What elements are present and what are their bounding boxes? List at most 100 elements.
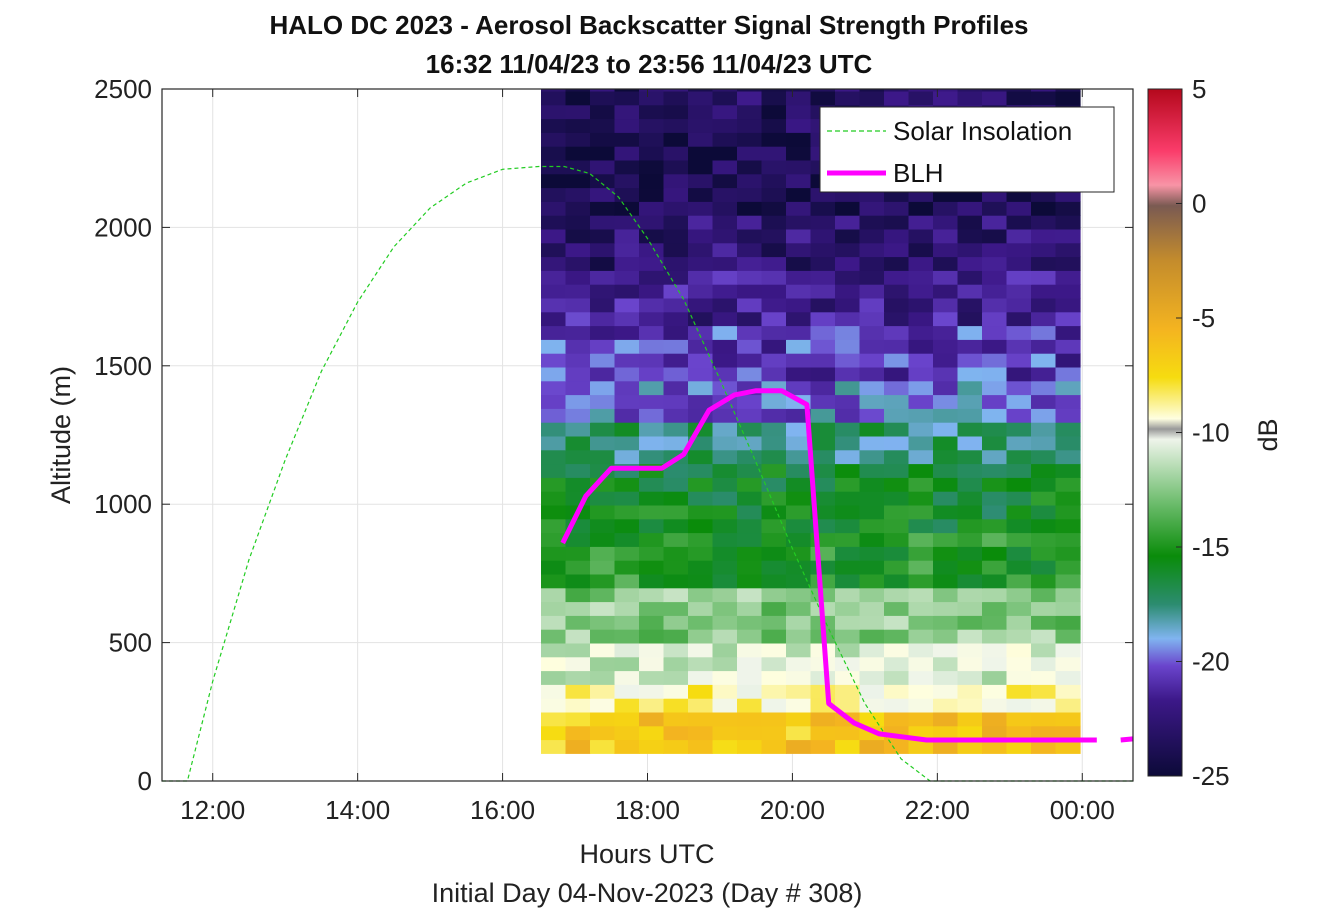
chart-title: HALO DC 2023 - Aerosol Backscatter Signa… (269, 10, 1028, 40)
heatmap-cell (786, 256, 812, 271)
heatmap-cell (663, 463, 689, 478)
heatmap-cell (565, 89, 591, 92)
heatmap-cell (639, 146, 665, 161)
heatmap-cell (565, 477, 591, 492)
heatmap-cell (590, 228, 616, 244)
heatmap-cell (982, 242, 1008, 258)
heatmap-cell (1031, 311, 1057, 327)
heatmap-cell (933, 684, 959, 699)
heatmap-cell (688, 297, 714, 313)
colorbar-tick-label: -20 (1192, 647, 1230, 677)
heatmap-cell (688, 159, 714, 175)
heatmap-cell (614, 642, 640, 658)
heatmap-cell (712, 463, 738, 478)
heatmap-cell (884, 325, 910, 340)
heatmap-cell (933, 353, 959, 368)
heatmap-cell (639, 546, 665, 561)
heatmap-cell (1006, 228, 1032, 244)
heatmap-cell (810, 670, 836, 685)
heatmap-cell (786, 339, 812, 354)
series-group (162, 165, 1134, 782)
heatmap-cell (688, 89, 714, 92)
heatmap-cell (957, 284, 983, 299)
heatmap-cell (663, 573, 689, 589)
heatmap-cell (565, 394, 591, 409)
heatmap-cell (835, 491, 861, 506)
heatmap-cell (835, 380, 861, 396)
heatmap-cell (712, 146, 738, 161)
heatmap-cell (614, 725, 640, 741)
heatmap-cell (884, 532, 910, 547)
heatmap-cell (1031, 573, 1057, 589)
heatmap-cell (541, 201, 567, 216)
heatmap-cell (786, 118, 812, 133)
heatmap-cell (663, 435, 689, 451)
heatmap-cell (1055, 89, 1081, 92)
heatmap-cell (859, 201, 885, 216)
heatmap-cell (1031, 242, 1057, 258)
heatmap-cell (810, 408, 836, 423)
heatmap-cell (565, 187, 591, 202)
heatmap-cell (786, 159, 812, 175)
heatmap-cell (614, 560, 640, 575)
heatmap-cell (541, 173, 567, 189)
y-axis-ticks: 0 500 1000 1500 2000 2500 (94, 74, 1133, 796)
heatmap-cell (957, 201, 983, 216)
heatmap-cell (590, 615, 616, 630)
heatmap-cell (565, 325, 591, 340)
heatmap-cell (663, 408, 689, 423)
heatmap-cell (1006, 311, 1032, 327)
heatmap-cell (712, 270, 738, 285)
heatmap-cell (810, 711, 836, 727)
heatmap-cell (712, 449, 738, 465)
heatmap-cell (590, 146, 616, 161)
heatmap-cell (737, 684, 763, 699)
heatmap-cell (541, 89, 567, 92)
heatmap-cell (712, 587, 738, 603)
heatmap-cell (1006, 201, 1032, 216)
heatmap-cell (786, 546, 812, 561)
heatmap-cell (590, 284, 616, 299)
heatmap-cell (1006, 215, 1032, 230)
heatmap-cell (1031, 725, 1057, 741)
heatmap-cell (835, 325, 861, 340)
heatmap-cell (590, 256, 616, 271)
heatmap-cell (957, 587, 983, 603)
heatmap-cell (933, 201, 959, 216)
heatmap-cell (712, 132, 738, 147)
heatmap-cell (1006, 670, 1032, 685)
heatmap-cell (663, 256, 689, 271)
heatmap-cell (1031, 504, 1057, 520)
heatmap-cell (639, 297, 665, 313)
heatmap-cell (810, 573, 836, 589)
y-tick-label: 1000 (94, 489, 152, 519)
heatmap-cell (957, 325, 983, 340)
heatmap-cell (663, 491, 689, 506)
heatmap-cell (688, 656, 714, 672)
heatmap-cell (565, 90, 591, 106)
heatmap-cell (639, 201, 665, 216)
heatmap-cell (639, 284, 665, 299)
heatmap-cell (884, 201, 910, 216)
heatmap-cell (737, 297, 763, 313)
heatmap-cell (663, 201, 689, 216)
heatmap-cell (982, 587, 1008, 603)
heatmap-cell (590, 366, 616, 382)
heatmap-cell (933, 546, 959, 561)
heatmap-cell (786, 463, 812, 478)
heatmap-cell (688, 725, 714, 741)
heatmap-cell (712, 601, 738, 616)
heatmap-cell (1055, 339, 1081, 354)
heatmap-cell (859, 670, 885, 685)
heatmap-cell (541, 491, 567, 506)
heatmap-cell (688, 118, 714, 133)
heatmap-cell (1006, 256, 1032, 271)
heatmap-cell (810, 422, 836, 437)
colorbar-tick-label: -15 (1192, 532, 1230, 562)
heatmap-cell (884, 270, 910, 285)
heatmap-cell (737, 104, 763, 120)
heatmap-cell (761, 187, 787, 202)
heatmap-cell (639, 311, 665, 327)
heatmap-cell (810, 366, 836, 382)
heatmap-cell (1055, 380, 1081, 396)
